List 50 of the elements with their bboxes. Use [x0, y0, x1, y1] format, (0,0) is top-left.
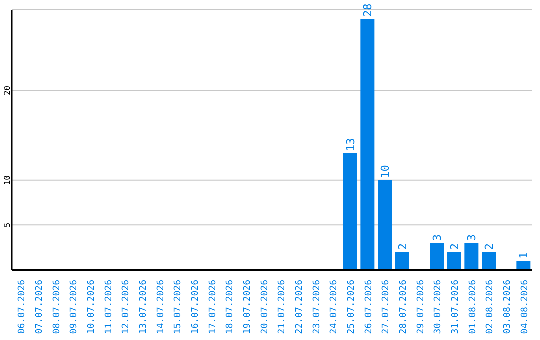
x-tick-label: 30.07.2026	[434, 280, 444, 334]
x-tick-label: 17.07.2026	[208, 280, 218, 334]
data-label: 28	[362, 4, 375, 17]
data-label: 2	[448, 243, 462, 250]
y-tick-label: 20	[3, 86, 12, 96]
x-tick-label: 15.07.2026	[174, 280, 184, 334]
x-tick-label: 02.08.2026	[486, 280, 496, 334]
x-tick-label: 25.07.2026	[347, 280, 357, 334]
x-tick-label: 26.07.2026	[364, 280, 374, 334]
x-tick-label: 07.07.2026	[35, 280, 45, 334]
x-tick-label: 12.07.2026	[122, 280, 132, 334]
x-tick-label: 16.07.2026	[191, 280, 201, 334]
y-tick-label: 5	[3, 222, 12, 228]
x-tick-label: 31.07.2026	[451, 280, 461, 334]
x-tick-label: 28.07.2026	[399, 280, 409, 334]
x-tick-label: 23.07.2026	[312, 280, 322, 334]
x-tick-label: 06.07.2026	[18, 280, 28, 334]
bar	[378, 180, 392, 270]
x-tick-label: 27.07.2026	[382, 280, 392, 334]
data-label: 10	[379, 165, 392, 178]
x-tick-label: 20.07.2026	[260, 280, 270, 334]
data-label: 1	[518, 252, 531, 260]
bar	[343, 153, 358, 270]
x-tick-label: 11.07.2026	[104, 280, 114, 334]
bar	[430, 243, 444, 270]
data-label: 3	[431, 234, 444, 242]
x-tick-label: 14.07.2026	[156, 280, 166, 334]
x-tick-label: 21.07.2026	[278, 280, 288, 334]
x-tick-label: 13.07.2026	[139, 280, 149, 334]
y-tick-label: 10	[3, 175, 12, 186]
x-tick-label: 03.08.2026	[503, 280, 513, 334]
x-tick-label: 19.07.2026	[243, 280, 253, 334]
bar	[447, 252, 462, 270]
data-label: 13	[344, 138, 358, 152]
x-tick-label: 24.07.2026	[330, 280, 340, 334]
data-label: 2	[396, 243, 410, 250]
bar	[464, 243, 479, 270]
x-tick-label: 01.08.2026	[468, 280, 478, 334]
x-tick-label: 29.07.2026	[416, 280, 426, 334]
data-label: 3	[466, 234, 479, 242]
x-tick-label: 08.07.2026	[52, 280, 62, 334]
x-tick-label: 09.07.2026	[70, 280, 80, 334]
data-label: 2	[483, 243, 496, 250]
bar	[360, 18, 375, 270]
x-tick-label: 18.07.2026	[226, 280, 236, 334]
x-tick-label: 04.08.2026	[520, 280, 530, 334]
bar	[482, 252, 496, 270]
x-tick-label: 10.07.2026	[87, 280, 97, 334]
x-tick-label: 22.07.2026	[295, 280, 305, 334]
bar	[395, 252, 410, 270]
